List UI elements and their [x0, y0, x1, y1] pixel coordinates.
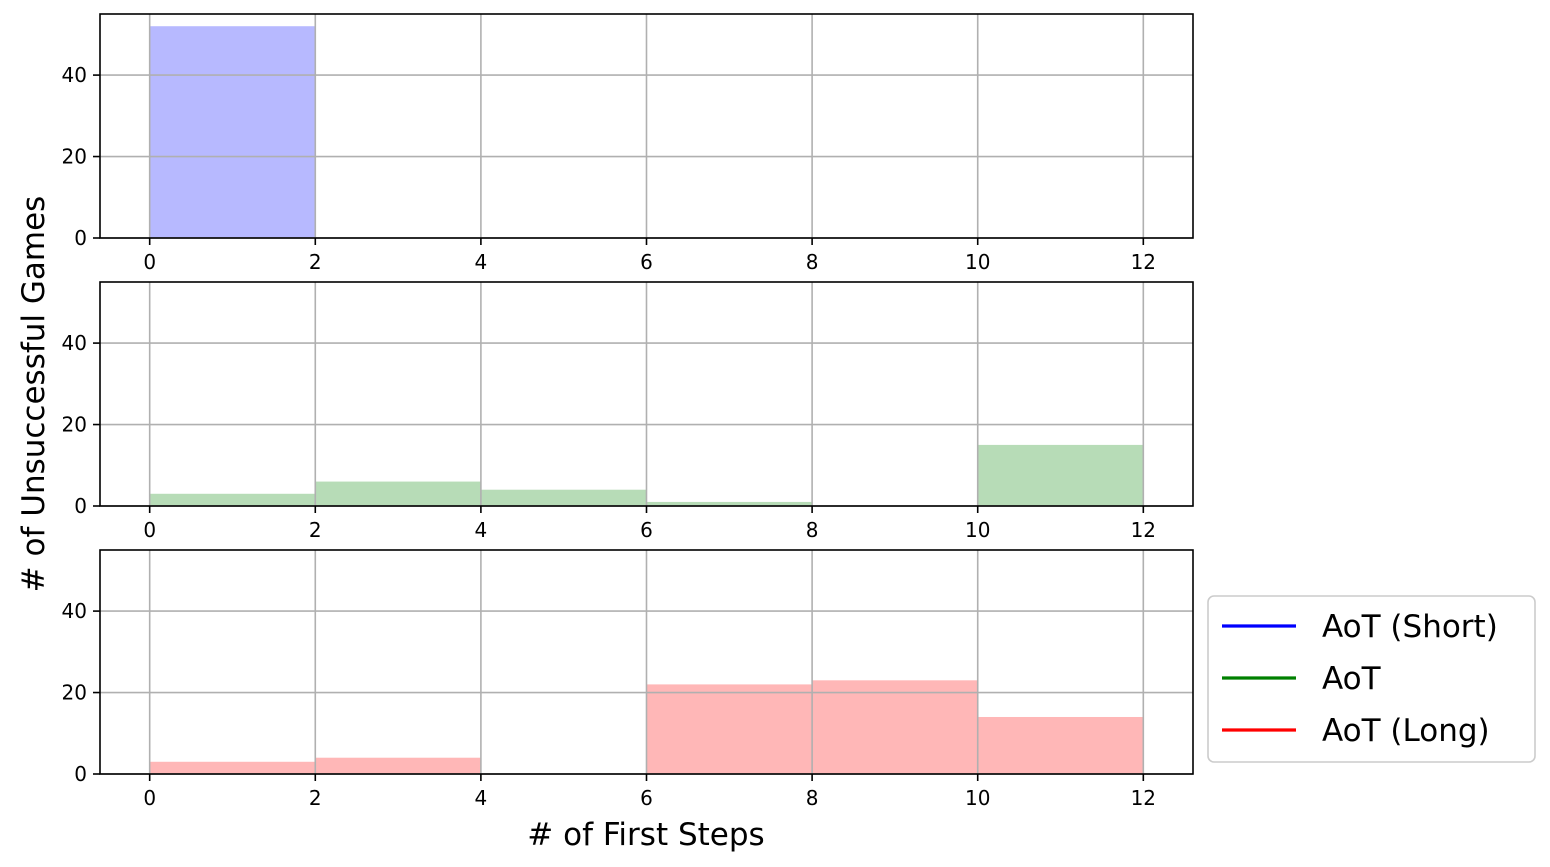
x-tick-label: 0 — [143, 518, 156, 542]
y-tick-label: 0 — [74, 226, 87, 250]
histogram-bar — [315, 481, 481, 506]
x-tick-label: 4 — [475, 518, 488, 542]
histogram-bar — [315, 757, 481, 774]
panel-3: 0 2 4 6 8 10 12 0 20 40 — [62, 549, 1194, 810]
y-axis-label: # of Unsuccessful Games — [16, 196, 52, 593]
y-tick-label: 0 — [74, 762, 87, 786]
histogram-bar — [480, 489, 647, 506]
x-tick-label: 8 — [806, 250, 819, 274]
x-tick-label: 8 — [806, 518, 819, 542]
x-tick-label: 0 — [143, 250, 156, 274]
x-tick-label: 12 — [1131, 518, 1156, 542]
histogram-bar — [977, 716, 1144, 774]
histogram-bar — [149, 761, 316, 774]
x-tick-label: 12 — [1131, 786, 1156, 810]
histogram-bar — [977, 444, 1144, 506]
histogram-bar — [646, 501, 813, 506]
y-tick-label: 40 — [62, 599, 87, 623]
histogram-bar — [812, 680, 978, 774]
histogram-bar — [149, 493, 316, 506]
legend-label-long: AoT (Long) — [1322, 713, 1490, 749]
x-tick-label: 4 — [475, 786, 488, 810]
x-tick-label: 10 — [965, 518, 990, 542]
x-tick-label: 10 — [965, 786, 990, 810]
x-tick-label: 12 — [1131, 250, 1156, 274]
x-tick-label: 6 — [640, 786, 653, 810]
legend-frame — [1207, 595, 1536, 763]
y-tick-label: 20 — [62, 145, 87, 169]
y-tick-label: 0 — [74, 494, 87, 518]
x-axis-label: # of First Steps — [527, 817, 764, 853]
x-tick-label: 2 — [309, 786, 322, 810]
legend-label-aot: AoT — [1322, 661, 1382, 697]
histogram-bar — [646, 684, 813, 774]
legend: AoT (Short) AoT AoT (Long) — [1207, 595, 1536, 763]
x-tick-label: 6 — [640, 250, 653, 274]
y-tick-label: 40 — [62, 63, 87, 87]
x-tick-label: 6 — [640, 518, 653, 542]
y-tick-label: 20 — [62, 681, 87, 705]
panel-1: 0 2 4 6 8 10 12 0 20 40 — [62, 13, 1194, 274]
panel-2: 0 2 4 6 8 10 12 0 20 40 — [62, 281, 1194, 542]
x-tick-label: 0 — [143, 786, 156, 810]
histogram-bar — [149, 26, 316, 238]
y-tick-label: 40 — [62, 331, 87, 355]
x-tick-label: 2 — [309, 250, 322, 274]
x-tick-label: 8 — [806, 786, 819, 810]
x-tick-label: 10 — [965, 250, 990, 274]
y-tick-label: 20 — [62, 413, 87, 437]
x-tick-label: 2 — [309, 518, 322, 542]
legend-label-short: AoT (Short) — [1322, 609, 1498, 645]
x-tick-label: 4 — [475, 250, 488, 274]
